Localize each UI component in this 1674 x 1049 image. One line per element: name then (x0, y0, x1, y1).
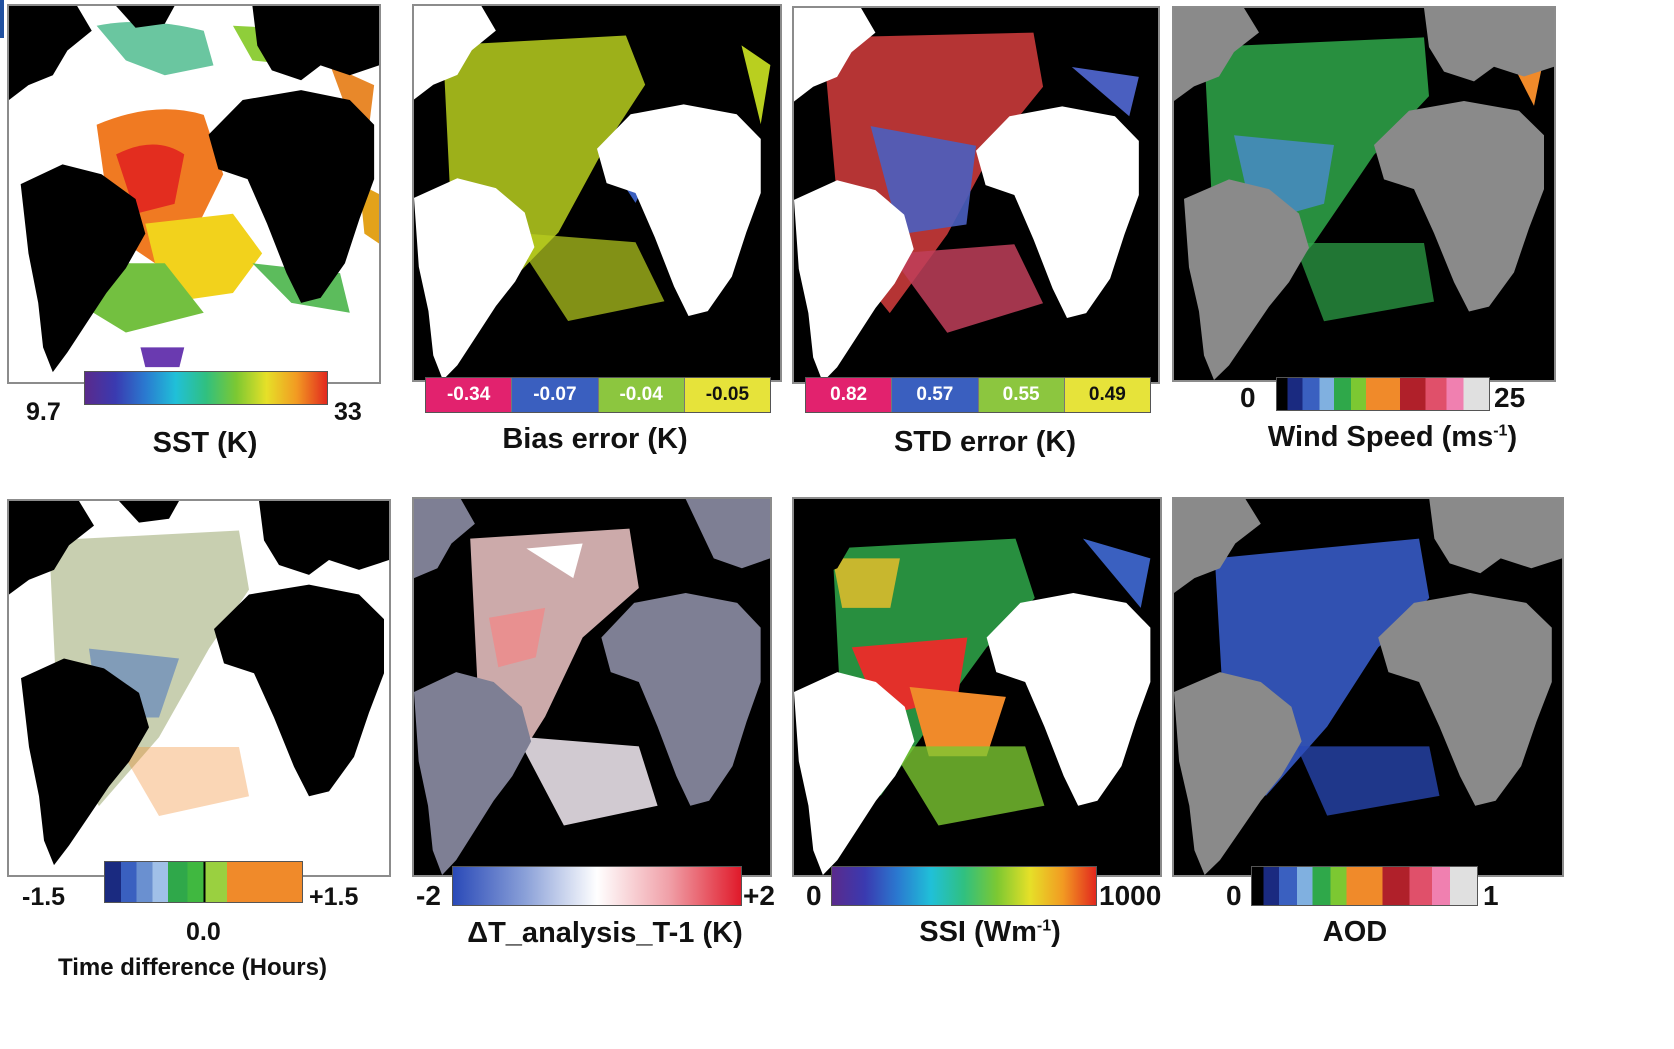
ssi-colorbar (831, 866, 1097, 906)
ssi-min: 0 (806, 880, 822, 911)
delta-t-max: +2 (743, 880, 775, 911)
aod-max: 1 (1483, 880, 1499, 911)
time-max: +1.5 (309, 883, 359, 911)
wind-max: 25 (1494, 382, 1526, 413)
std-colorbar: 0.82 0.57 0.55 0.49 (805, 377, 1151, 413)
ssi-title-main: SSI (Wm (919, 916, 1037, 948)
time-mid: 0.0 (186, 918, 221, 946)
ssi-max: 1000 (1099, 880, 1162, 911)
ssi-map (792, 497, 1162, 877)
corner-marker (0, 0, 4, 38)
bias-colorbar: -0.34 -0.07 -0.04 -0.05 (425, 377, 771, 413)
wind-colorbar (1276, 377, 1490, 411)
sst-colorbar (84, 371, 328, 405)
wind-title: Wind Speed (ms-1) (1255, 421, 1530, 454)
sst-max: 33 (334, 398, 362, 426)
bias-title: Bias error (K) (502, 423, 688, 455)
bias-error-map (412, 4, 782, 382)
ssi-title-end: ) (1051, 916, 1061, 948)
std-seg-3: 0.55 (978, 378, 1065, 412)
std-title: STD error (K) (893, 426, 1077, 458)
sst-map (7, 4, 381, 384)
delta-t-map (412, 497, 772, 877)
wind-speed-map (1172, 6, 1556, 382)
std-seg-2: 0.57 (892, 378, 979, 412)
bias-seg-3: -0.04 (598, 378, 685, 412)
aod-colorbar (1251, 866, 1478, 906)
wind-title-main: Wind Speed (ms (1267, 421, 1494, 453)
aod-min: 0 (1226, 880, 1242, 911)
bias-seg-2: -0.07 (512, 378, 599, 412)
bias-seg-4: -0.05 (684, 378, 770, 412)
sst-min: 9.7 (26, 398, 61, 426)
time-difference-map (7, 499, 391, 877)
delta-t-title: ΔT_analysis_T-1 (K) (467, 917, 743, 949)
wind-min: 0 (1240, 382, 1256, 413)
bias-seg-1: -0.34 (426, 378, 513, 412)
ssi-title-sup: -1 (1036, 917, 1052, 935)
std-error-map (792, 6, 1160, 384)
time-min: -1.5 (22, 883, 66, 911)
delta-t-min: -2 (416, 880, 441, 911)
delta-t-colorbar (452, 866, 742, 906)
std-seg-1: 0.82 (806, 378, 893, 412)
wind-title-end: ) (1507, 421, 1518, 453)
aod-map (1172, 497, 1564, 877)
std-seg-4: 0.49 (1064, 378, 1150, 412)
aod-title: AOD (1322, 916, 1388, 948)
wind-title-sup: -1 (1493, 422, 1508, 440)
time-title: Time difference (Hours) (58, 954, 327, 981)
time-colorbar (104, 861, 303, 903)
sst-title: SST (K) (152, 427, 258, 459)
ssi-title: SSI (Wm-1) (880, 916, 1100, 949)
